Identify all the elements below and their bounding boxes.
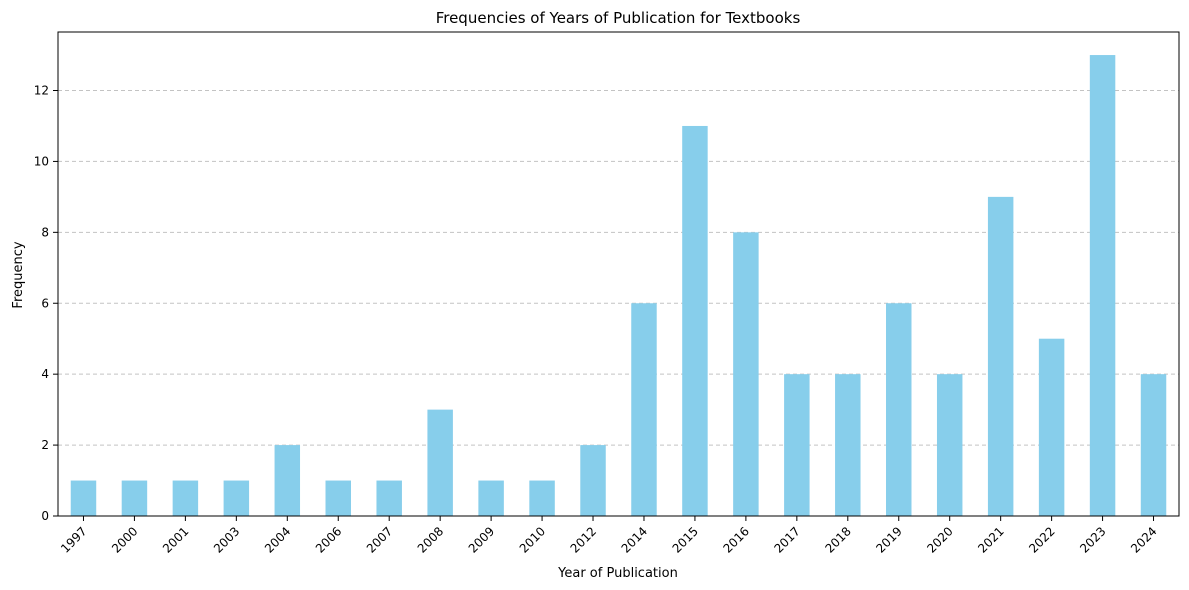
x-tick-label: 2017 — [771, 524, 802, 555]
x-tick-label: 1997 — [58, 524, 89, 555]
x-tick-label: 2003 — [211, 524, 242, 555]
bar — [936, 374, 963, 516]
chart-title: Frequencies of Years of Publication for … — [436, 9, 801, 27]
x-tick-label: 2000 — [109, 524, 140, 555]
x-tick-label: 2023 — [1077, 524, 1108, 555]
bar — [1140, 374, 1167, 516]
x-tick-label: 2012 — [568, 524, 599, 555]
x-tick-label: 2006 — [313, 524, 344, 555]
x-tick-label: 2009 — [466, 524, 497, 555]
bar — [70, 480, 97, 516]
y-tick-label: 6 — [41, 296, 49, 310]
x-axis-label: Year of Publication — [557, 566, 678, 581]
y-tick-label: 12 — [34, 84, 49, 98]
x-tick-label: 2019 — [873, 524, 904, 555]
x-tick-label: 2018 — [822, 524, 853, 555]
y-tick-label: 0 — [41, 509, 49, 523]
bar — [987, 196, 1014, 516]
bar — [223, 480, 250, 516]
bar — [580, 445, 606, 516]
bar — [325, 480, 351, 516]
bar — [835, 374, 861, 516]
bar — [631, 303, 657, 516]
y-tick-label: 4 — [41, 367, 49, 381]
x-tick-label: 2016 — [721, 524, 752, 555]
bar — [376, 480, 402, 516]
x-tick-label: 2021 — [975, 524, 1006, 555]
x-tick-label: 2001 — [160, 524, 191, 555]
bar — [784, 374, 810, 516]
x-tick-label: 2010 — [517, 524, 548, 555]
bar — [1089, 55, 1116, 517]
y-tick-label: 2 — [41, 438, 49, 452]
x-tick-label: 2024 — [1128, 524, 1159, 555]
y-tick-label: 8 — [41, 225, 49, 239]
x-tick-label: 2020 — [924, 524, 955, 555]
bar — [172, 480, 199, 516]
x-tick-label: 2008 — [415, 524, 446, 555]
x-tick-label: 2015 — [670, 524, 701, 555]
x-tick-label: 2014 — [619, 524, 650, 555]
bar — [682, 125, 708, 516]
bar — [121, 480, 148, 516]
bar — [886, 303, 912, 516]
y-tick-label: 10 — [34, 154, 49, 168]
bar — [1038, 338, 1065, 516]
bar — [733, 232, 759, 517]
plot-frame — [57, 31, 1180, 517]
y-axis-label: Frequency — [11, 241, 26, 308]
bar-layer — [70, 55, 1167, 517]
bar — [427, 409, 453, 516]
x-tick-label: 2022 — [1026, 524, 1057, 555]
bar — [478, 480, 504, 516]
x-tick-label: 2004 — [262, 524, 293, 555]
bar — [529, 480, 555, 516]
bar — [274, 445, 301, 516]
x-tick-label: 2007 — [364, 524, 395, 555]
